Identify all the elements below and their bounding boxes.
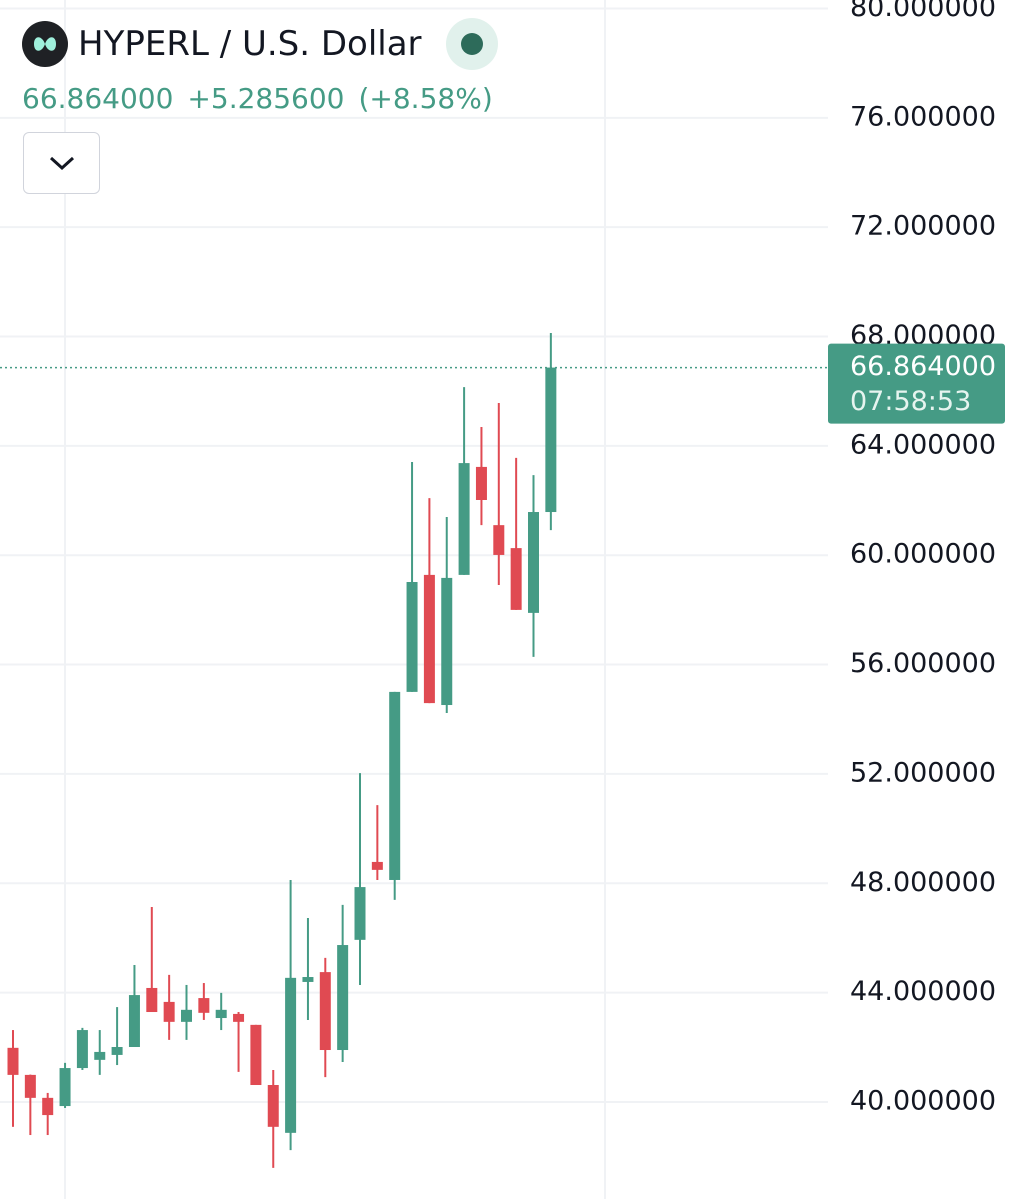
header: HYPERL / U.S. Dollar — [22, 18, 498, 70]
candle-body — [94, 1051, 106, 1060]
candle-body — [423, 574, 435, 704]
candle-body — [76, 1030, 88, 1069]
candle-body — [493, 525, 505, 555]
candle-body — [371, 861, 383, 870]
candle-body — [42, 1097, 54, 1116]
candle-body — [545, 367, 557, 513]
candle-body — [233, 1013, 245, 1022]
y-tick-label: 60.000000 — [850, 539, 996, 570]
candle-body — [285, 977, 297, 1133]
candle-body — [354, 887, 366, 940]
status-dot — [460, 33, 483, 55]
y-tick-label: 44.000000 — [850, 976, 996, 1007]
countdown: 07:58:53 — [850, 386, 971, 417]
y-tick-label: 48.000000 — [850, 867, 996, 898]
chevron-icon — [49, 156, 74, 171]
market-status[interactable] — [445, 18, 498, 70]
candle-body — [302, 977, 314, 982]
candle-body — [128, 995, 140, 1048]
candle-body — [24, 1074, 36, 1098]
candle-body — [163, 1001, 175, 1022]
candle-body — [146, 987, 158, 1013]
candle-body — [458, 463, 470, 575]
candle-body — [528, 512, 539, 613]
collapse-button[interactable] — [23, 132, 100, 194]
candle-body — [198, 998, 210, 1013]
change-percent: (+8.58%) — [358, 82, 493, 115]
candle-body — [475, 466, 487, 500]
candle-body — [389, 691, 401, 880]
candle-body — [7, 1047, 19, 1075]
candle-body — [181, 1009, 192, 1022]
y-tick-label: 72.000000 — [850, 211, 996, 242]
symbol-title: HYPERL / U.S. Dollar — [78, 24, 422, 64]
candle-body — [441, 577, 453, 706]
candle-body — [319, 972, 331, 1051]
logo-icon — [34, 37, 56, 51]
candle-body — [215, 1009, 227, 1019]
last-price-label: 66.864000 — [850, 351, 996, 382]
candle-body — [510, 548, 522, 610]
candle-body — [267, 1085, 279, 1127]
logo — [22, 21, 68, 67]
candle-body — [59, 1068, 71, 1107]
quote: 66.864000 +5.285600 (+8.58%) — [22, 82, 507, 115]
y-tick-label: 56.000000 — [850, 648, 996, 679]
y-tick-label: 80.000000 — [850, 0, 996, 23]
y-tick-label: 40.000000 — [850, 1085, 996, 1116]
y-tick-label: 52.000000 — [850, 757, 996, 788]
candle-body — [111, 1047, 123, 1055]
candle-body — [337, 945, 349, 1051]
change: +5.285600 — [187, 82, 345, 115]
candle-body — [250, 1024, 262, 1086]
candle-body — [406, 582, 418, 692]
price: 66.864000 — [22, 82, 174, 115]
y-tick-label: 76.000000 — [850, 101, 996, 132]
y-tick-label: 64.000000 — [850, 429, 996, 460]
last-price-box — [828, 343, 1005, 424]
